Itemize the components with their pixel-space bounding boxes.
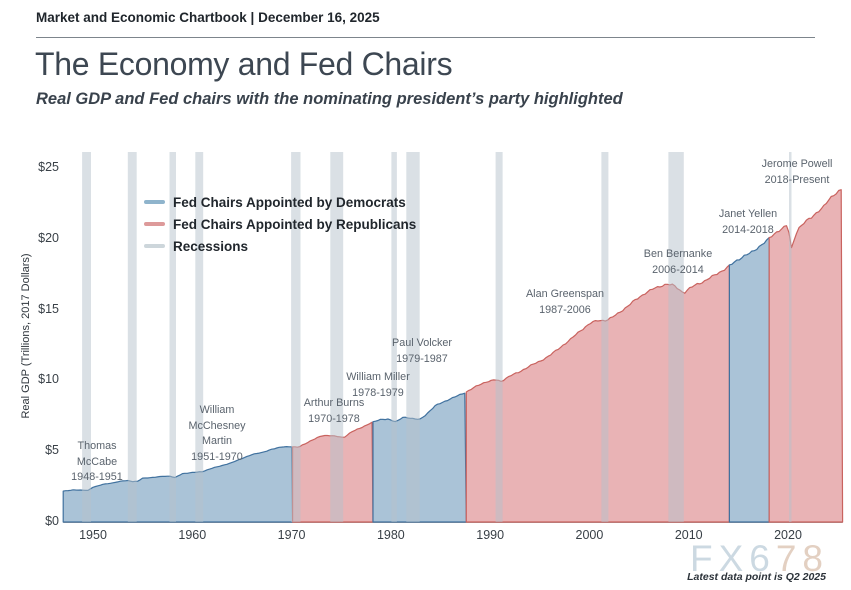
gdp-area-segment-republican — [465, 264, 730, 523]
recession-band — [495, 152, 503, 522]
chair-annotation-janet-yellen: Janet Yellen 2014-2018 — [719, 207, 777, 238]
recession-band — [668, 152, 684, 522]
y-tick-label: $5 — [45, 443, 59, 458]
page-subtitle: Real GDP and Fed chairs with the nominat… — [36, 90, 623, 108]
x-tick-label: 1990 — [476, 528, 505, 542]
legend-swatch-recession — [144, 244, 165, 248]
chair-annotation-line: Thomas — [77, 440, 117, 452]
data-footnote: Latest data point is Q2 2025 — [687, 571, 826, 583]
chair-annotation-line: William Miller — [346, 371, 410, 383]
chair-annotation-jerome-powell: Jerome Powell 2018-Present — [762, 157, 833, 188]
recession-band — [127, 152, 137, 522]
legend-item-democrat: Fed Chairs Appointed by Democrats — [144, 191, 416, 213]
y-tick-label: $10 — [38, 372, 59, 387]
chair-annotation-line: Alan Greenspan — [525, 288, 605, 300]
recession-band — [406, 152, 420, 522]
chair-annotation-line: Janet Yellen — [718, 208, 778, 220]
x-tick-label: 1950 — [79, 528, 107, 542]
chair-annotation-line: William — [199, 404, 235, 416]
y-axis-title: Real GDP (Trillions, 2017 Dollars) — [20, 253, 32, 419]
legend-label: Fed Chairs Appointed by Democrats — [173, 194, 406, 210]
recession-band — [330, 152, 344, 522]
x-tick-label: 1980 — [376, 528, 405, 542]
watermark-logo: FX678 — [690, 538, 829, 580]
chair-annotation-line: 1979-1987 — [396, 352, 448, 365]
y-tick-label: $0 — [45, 514, 59, 528]
chair-annotation-line: 1970-1978 — [308, 412, 360, 425]
y-tick-label: $15 — [38, 301, 59, 316]
chartbook-header: Market and Economic Chartbook | December… — [36, 10, 380, 25]
chair-annotation-william-miller: William Miller 1978-1979 — [346, 370, 410, 401]
chair-annotation-line: McChesney — [188, 419, 246, 432]
chair-annotation-line: 1978-1979 — [352, 386, 404, 399]
chair-annotation-line: 2014-2018 — [722, 223, 774, 236]
chair-annotation-line: Jerome Powell — [761, 158, 833, 170]
x-tick-label: 1960 — [178, 528, 207, 542]
chair-annotation-line: 1948-1951 — [71, 471, 123, 483]
chair-annotation-line: Paul Volcker — [391, 337, 453, 349]
y-tick-label: $25 — [38, 160, 59, 175]
chair-annotation-alan-greenspan: Alan Greenspan 1987-2006 — [526, 287, 604, 318]
chair-annotation-line: 2006-2014 — [652, 263, 704, 276]
recession-band — [789, 152, 792, 522]
recession-band — [82, 152, 91, 522]
x-tick-label: 2010 — [674, 528, 703, 542]
chair-annotation-thomas-mccabe: Thomas McCabe 1948-1951 — [71, 439, 123, 486]
watermark-tan-part: 78 — [775, 538, 829, 579]
chair-annotation-ben-bernanke: Ben Bernanke 2006-2014 — [644, 247, 712, 278]
x-tick-label: 2000 — [575, 528, 604, 542]
gdp-area-segment-democrat — [62, 446, 294, 523]
chair-annotation-line: 1951-1970 — [191, 450, 243, 463]
page-title: The Economy and Fed Chairs — [35, 46, 453, 82]
recession-band — [391, 152, 397, 522]
header-divider — [36, 37, 815, 38]
chair-annotation-william-mcchesney-martin: William McChesney Martin 1951-1970 — [188, 403, 245, 465]
legend-item-republican: Fed Chairs Appointed by Republicans — [144, 213, 416, 235]
recession-band — [601, 152, 609, 522]
chair-annotation-line: McCabe — [76, 455, 118, 468]
recession-band — [195, 152, 204, 522]
recession-band — [169, 152, 176, 522]
legend-label: Fed Chairs Appointed by Republicans — [173, 216, 417, 232]
legend-label: Recessions — [173, 238, 249, 254]
chair-annotation-paul-volcker: Paul Volcker 1979-1987 — [392, 336, 452, 367]
legend-swatch-republican — [144, 222, 165, 226]
chair-annotation-line: Arthur Burns — [303, 397, 365, 409]
chart-legend: Fed Chairs Appointed by Democrats Fed Cha… — [144, 191, 416, 257]
x-tick-label: 1970 — [277, 528, 306, 542]
watermark-blue-part: FX6 — [689, 538, 776, 579]
chair-annotation-line: 2018-Present — [764, 173, 830, 186]
recession-band — [291, 152, 301, 522]
chair-annotation-arthur-burns: Arthur Burns 1970-1978 — [304, 396, 365, 427]
chair-annotation-line: Martin — [201, 435, 232, 447]
x-tick-label: 2020 — [774, 528, 802, 542]
legend-item-recession: Recessions — [144, 235, 416, 257]
y-tick-label: $20 — [38, 230, 59, 245]
gdp-area-segment-democrat — [728, 237, 770, 523]
legend-swatch-democrat — [144, 200, 165, 204]
chair-annotation-line: Ben Bernanke — [643, 248, 713, 260]
chair-annotation-line: 1987-2006 — [539, 303, 591, 316]
gdp-area-segment-republican — [768, 189, 844, 523]
